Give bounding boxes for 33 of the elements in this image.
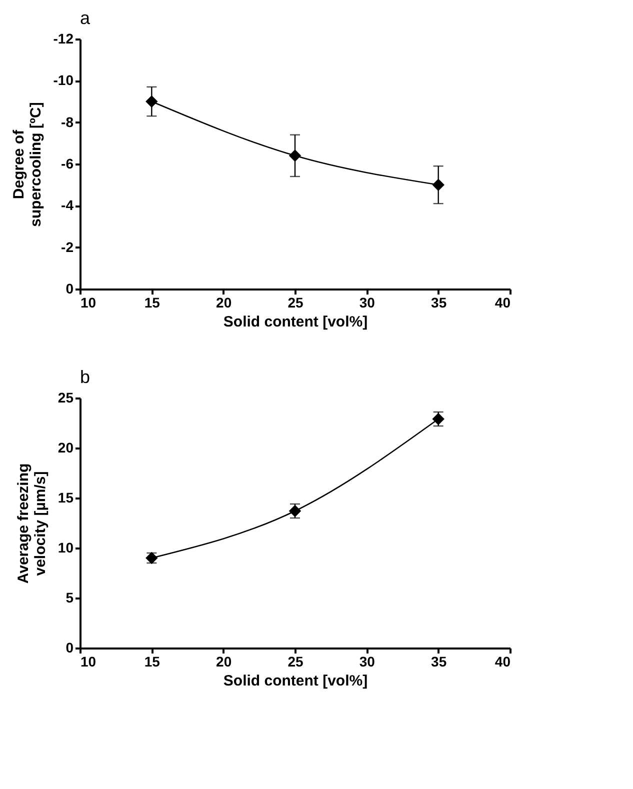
x-tick-label: 30 xyxy=(359,654,376,670)
x-tick-label: 10 xyxy=(80,294,96,310)
x-axis-title: Solid content [vol%] xyxy=(223,314,368,330)
y-tick-label: 0 xyxy=(66,640,74,656)
x-tick-label: 35 xyxy=(431,294,447,310)
y-tick-label: -4 xyxy=(61,197,74,214)
x-tick-label: 15 xyxy=(144,654,160,670)
y-tick-label: -8 xyxy=(61,114,74,130)
x-tick-label: 15 xyxy=(144,294,160,310)
y-axis-title: Degree of supercooling [ºC] xyxy=(10,102,44,227)
y-tick-label: 20 xyxy=(58,440,74,456)
x-tick-label: 40 xyxy=(494,654,511,670)
y-tick-label: -2 xyxy=(61,238,74,255)
y-axis-title: Average freezing velocity [µm/s] xyxy=(14,463,49,584)
y-tick-label: 5 xyxy=(66,590,74,606)
x-tick-label: 20 xyxy=(216,294,232,310)
y-tick-label: 10 xyxy=(58,540,74,556)
x-tick-label: 40 xyxy=(494,294,511,310)
x-tick-label: 10 xyxy=(80,654,96,670)
y-tick-label: -10 xyxy=(53,72,74,88)
y-tick-label: 25 xyxy=(58,390,74,406)
chart-title: b xyxy=(80,367,90,387)
x-tick-label: 20 xyxy=(216,654,232,670)
x-tick-label: 30 xyxy=(359,294,376,310)
x-axis-title: Solid content [vol%] xyxy=(223,672,368,690)
x-tick-label: 25 xyxy=(288,294,304,310)
y-tick-label: 15 xyxy=(58,490,74,506)
x-tick-label: 25 xyxy=(288,654,304,670)
x-tick-label: 35 xyxy=(431,654,447,670)
y-tick-label: -6 xyxy=(61,156,74,172)
chart-title: a xyxy=(80,8,91,28)
y-tick-label: -12 xyxy=(53,30,74,46)
y-tick-label: 0 xyxy=(66,280,74,296)
